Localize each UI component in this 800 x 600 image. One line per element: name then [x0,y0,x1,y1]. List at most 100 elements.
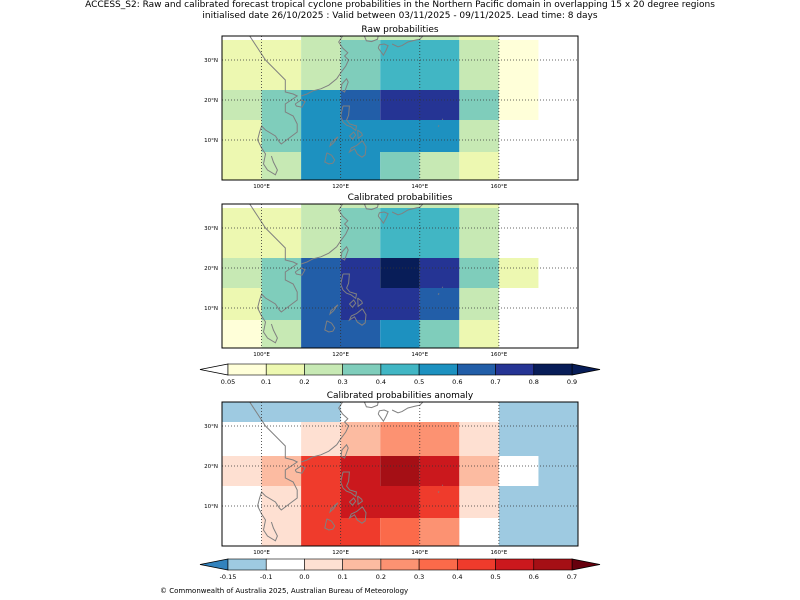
coastline [437,491,440,493]
lon-tick-label: 160°E [491,184,508,190]
colorbar-segment [418,363,458,376]
heatmap-cell [419,152,460,180]
coastline [340,471,358,498]
heatmap-cell [498,90,539,120]
lat-tick-label: 20°N [204,464,218,470]
coastline [377,211,389,225]
copyright-footer: © Commonwealth of Australia 2025, Austra… [160,587,409,595]
colorbar-segment [227,558,267,571]
lat-tick-label: 10°N [204,306,218,312]
lat-tick-label: 10°N [204,504,218,510]
heatmap-cell [340,208,381,238]
coastline [349,497,357,506]
lon-tick-label: 120°E [332,352,349,358]
heatmap-cell [498,456,539,486]
colorbar-tick-label: 0.3 [337,378,347,386]
panel-title: Calibrated probabilities anomaly [327,391,474,401]
coastline [349,299,357,308]
coastline [377,43,389,57]
lat-tick-label: 10°N [204,138,218,144]
heatmap-cell [380,258,420,288]
heatmap-cell [380,456,420,486]
lon-tick-label: 140°E [411,184,428,190]
heatmap-cell [340,456,381,486]
colorbar-segment [495,363,535,376]
anomaly-colorbar: -0.15 -0.1 0.0 0.1 0.2 0.3 0.4 0.5 0.6 0.7 [199,558,601,581]
lat-tick-label: 30°N [204,58,218,64]
heatmap-cell [419,288,460,320]
colorbar-tick-label: 0.3 [414,573,424,581]
heatmap-cell [222,320,262,348]
colorbar-tick-label: 0.6 [452,378,462,386]
colorbar-segment [533,363,573,376]
lat-tick-label: 20°N [204,266,218,272]
panel-frame [221,203,579,349]
heatmap-cell [222,456,262,486]
heatmap-cell [498,70,539,90]
colorbar-tick-label: 0.0 [299,573,309,581]
heatmap-cell [380,204,460,208]
heatmap-cell [459,90,499,120]
heatmap-cell [419,486,460,518]
coastline [377,409,389,423]
heatmap-cell [380,320,420,348]
coastline [249,203,299,344]
colorbar-tick-label: 0.8 [529,378,539,386]
coastline [349,131,357,140]
heatmap-cell [261,288,302,320]
coastline [340,77,349,93]
colorbar-tick-label: 0.7 [490,378,500,386]
heatmap-cell [340,422,381,456]
heatmap-cell [459,288,499,320]
colorbar-tick-label: 0.05 [221,378,235,386]
heatmap-cell [419,258,460,288]
colorbar-tick-label: -0.15 [220,573,237,581]
heatmap-cell [498,40,539,70]
heatmap-cell [459,402,499,422]
heatmap-cell [459,70,499,90]
coastline [348,308,367,326]
colorbar-segment [304,363,343,376]
lon-tick-label: 100°E [253,550,270,556]
map-panel-3: Calibrated probabilities anomaly 100°E 120… [204,391,579,556]
heatmap-cell [301,456,341,486]
colorbar-over-arrow [571,363,601,376]
colorbar-segment [342,363,382,376]
panel-frame [221,401,579,547]
colorbar-tick-label: 0.9 [567,378,577,386]
lat-tick-label: 30°N [204,226,218,232]
heatmap-cell [340,70,381,90]
lon-tick-label: 160°E [491,352,508,358]
coastline [300,203,350,265]
colorbar-tick-label: 0.5 [414,378,424,386]
heatmap-cell [340,238,381,258]
colorbar-segment [457,558,496,571]
panel-title: Raw probabilities [361,25,439,35]
colorbar-tick-label: 0.5 [490,573,500,581]
coastline [437,125,440,127]
colorbar-segment [342,558,382,571]
colorbar-tick-label: 0.6 [529,573,539,581]
colorbar-tick-label: 0.1 [337,573,347,581]
coastline [357,297,364,308]
colorbar-segment [265,558,305,571]
heatmap-cell [222,152,262,180]
heatmap-cell [301,70,341,90]
heatmap-cell [301,258,341,288]
coastline [249,35,299,176]
heatmap-cell [380,70,460,90]
heatmap-cell [222,70,262,90]
coastline [357,495,364,506]
heatmap-cell [380,152,420,180]
heatmap-cell [459,208,499,238]
heatmap-cell [222,402,341,422]
colorbar-tick-label: 0.4 [376,378,386,386]
heatmap-cell [340,90,381,120]
heatmap-cell [301,36,381,40]
heatmap-cell [222,288,262,320]
heatmap-cell [222,120,262,152]
coastline [357,129,364,140]
map-panel-2: Calibrated probabilities 100°E 120°E 140°E 1… [204,193,579,358]
colorbar-tick-label: 0.2 [299,378,309,386]
